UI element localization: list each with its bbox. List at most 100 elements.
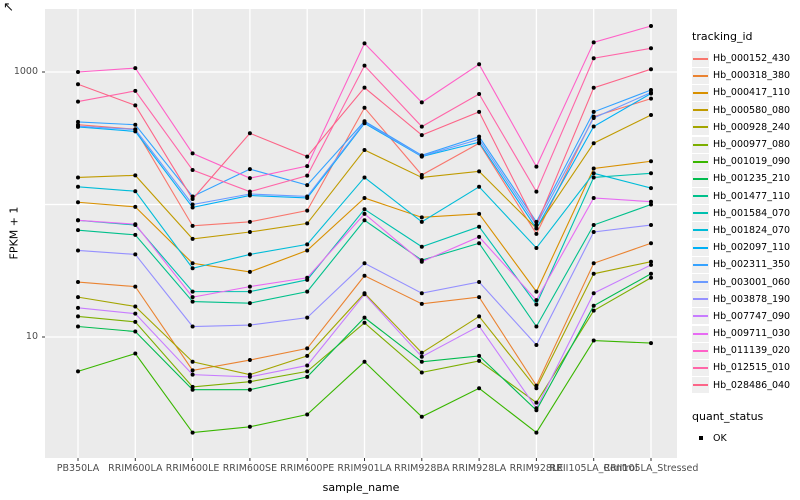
data-point [76, 200, 80, 205]
data-point [362, 273, 367, 278]
legend-key-icon [692, 291, 709, 308]
legend-key-line [693, 126, 708, 129]
data-point [305, 374, 310, 379]
data-point [247, 284, 252, 289]
legend-item-label: Hb_001824_070 [713, 224, 791, 236]
legend-item-Hb_001584_070: Hb_001584_070 [692, 205, 798, 222]
data-point [649, 90, 653, 95]
data-point [362, 147, 367, 152]
data-point [591, 124, 596, 129]
data-point [247, 219, 252, 224]
data-point [591, 85, 596, 90]
data-point [190, 236, 195, 241]
data-point [591, 261, 596, 266]
data-point [76, 218, 80, 223]
data-point [190, 384, 195, 389]
data-point [247, 167, 252, 172]
data-point [534, 231, 539, 236]
legend-key-icon [692, 205, 709, 222]
data-point [247, 358, 252, 363]
data-point [362, 120, 367, 125]
legend-key-icon [692, 153, 709, 170]
legend-key-icon [692, 84, 709, 101]
data-point [247, 424, 252, 429]
data-point [534, 226, 539, 231]
legend-key-icon [692, 325, 709, 342]
data-point [419, 259, 424, 264]
data-point [133, 284, 138, 289]
legend-key-line [693, 384, 708, 387]
x-tick-label-RRIM600LA: RRIM600LA [108, 463, 163, 474]
data-point [305, 242, 310, 247]
data-point [591, 271, 596, 276]
legend-item-label: Hb_001019_090 [713, 156, 791, 168]
data-point [305, 275, 310, 280]
legend-key-icon [692, 136, 709, 153]
legend-item-label: Hb_002311_350 [713, 259, 791, 271]
data-point [419, 370, 424, 375]
data-point [133, 204, 138, 209]
data-point [419, 291, 424, 296]
data-point [247, 131, 252, 136]
data-point [247, 387, 252, 392]
data-point [305, 369, 310, 374]
data-point [649, 67, 653, 72]
data-point [477, 109, 482, 114]
data-point [190, 168, 195, 173]
data-point [362, 207, 367, 212]
data-point [133, 304, 138, 309]
data-point [76, 314, 80, 319]
legend-key-icon [692, 342, 709, 359]
legend-item-label: Hb_009711_030 [713, 328, 791, 340]
data-point [419, 301, 424, 306]
data-point [591, 338, 596, 343]
legend-key-icon [692, 359, 709, 376]
data-point [362, 105, 367, 110]
legend-key-icon [692, 256, 709, 273]
data-point [305, 208, 310, 213]
legend-quant-items: OK [692, 430, 798, 447]
legend-key-icon [692, 308, 709, 325]
data-point [190, 372, 195, 377]
legend-key-line [693, 177, 708, 180]
data-point [534, 302, 539, 307]
data-point [649, 96, 653, 101]
data-point [419, 133, 424, 138]
legend-key-icon [692, 188, 709, 205]
data-point [190, 368, 195, 373]
data-point [362, 195, 367, 200]
x-tick-label-RRIM901LA: RRIM901LA [337, 463, 392, 474]
data-point [649, 271, 653, 276]
legend-item-Hb_012515_010: Hb_012515_010 [692, 359, 798, 376]
legend-item-Hb_028486_040: Hb_028486_040 [692, 377, 798, 394]
data-point [419, 154, 424, 159]
legend-item-Hb_003878_190: Hb_003878_190 [692, 291, 798, 308]
data-point [419, 244, 424, 249]
data-point [362, 211, 367, 216]
x-tick-label-RRIM600SE: RRIM600SE [222, 463, 278, 474]
data-point [247, 301, 252, 306]
data-point [305, 194, 310, 199]
x-tick-label-PB350LA: PB350LA [56, 463, 100, 474]
data-point [534, 219, 539, 224]
data-point [591, 291, 596, 296]
y-tick-label-10: 10 [25, 331, 38, 342]
data-point [534, 406, 539, 411]
legend-item-Hb_000580_080: Hb_000580_080 [692, 102, 798, 119]
y-tick-label-1000: 1000 [13, 66, 38, 77]
data-point [534, 386, 539, 391]
data-point [190, 359, 195, 364]
data-point [133, 329, 138, 334]
legend-key-icon [692, 119, 709, 136]
legend-item-label: Hb_002097_110 [713, 242, 791, 254]
legend-item-label: Hb_001584_070 [713, 207, 791, 219]
data-point [649, 241, 653, 246]
legend-key-icon [692, 50, 709, 67]
data-point [477, 92, 482, 97]
data-point [419, 100, 424, 105]
data-point [477, 295, 482, 300]
data-point [190, 299, 195, 304]
data-point [477, 353, 482, 358]
